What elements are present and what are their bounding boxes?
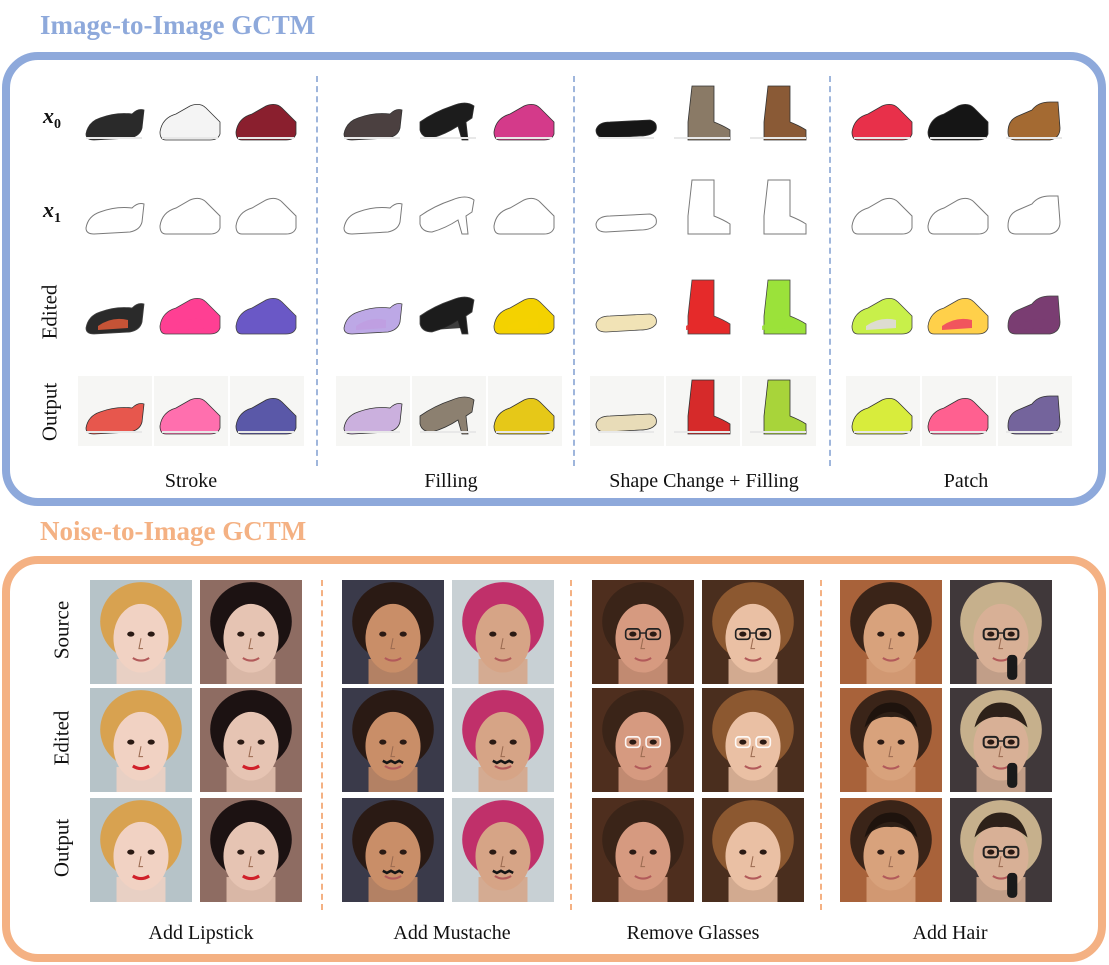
face-thumbnail bbox=[452, 580, 554, 684]
column-divider bbox=[321, 580, 323, 910]
row-label-x1: x1 bbox=[43, 196, 61, 227]
column-label-add-hair: Add Hair bbox=[912, 922, 988, 944]
face-thumbnail bbox=[950, 580, 1052, 684]
shoe-thumbnail bbox=[742, 276, 816, 346]
face-thumbnail bbox=[950, 798, 1052, 902]
face-thumbnail bbox=[592, 580, 694, 684]
face-thumbnail bbox=[342, 798, 444, 902]
shoe-thumbnail bbox=[846, 276, 920, 346]
shoe-thumbnail bbox=[336, 176, 410, 246]
shoe-thumbnail bbox=[336, 276, 410, 346]
shoe-thumbnail bbox=[488, 376, 562, 446]
face-thumbnail bbox=[342, 688, 444, 792]
shoe-thumbnail bbox=[846, 82, 920, 152]
shoe-thumbnail bbox=[846, 176, 920, 246]
column-label-remove-glasses: Remove Glasses bbox=[626, 922, 760, 944]
shoe-thumbnail bbox=[412, 176, 486, 246]
shoe-thumbnail bbox=[336, 376, 410, 446]
image-to-image-panel bbox=[2, 52, 1106, 506]
column-label-patch: Patch bbox=[943, 470, 989, 492]
shoe-thumbnail bbox=[154, 176, 228, 246]
face-thumbnail bbox=[342, 580, 444, 684]
row-label-output: Output bbox=[49, 818, 74, 878]
shoe-thumbnail bbox=[78, 176, 152, 246]
shoe-thumbnail bbox=[230, 176, 304, 246]
face-thumbnail bbox=[452, 798, 554, 902]
face-thumbnail bbox=[452, 688, 554, 792]
shoe-thumbnail bbox=[922, 82, 996, 152]
shoe-thumbnail bbox=[666, 176, 740, 246]
row-label-edited: Edited bbox=[37, 284, 62, 340]
shoe-thumbnail bbox=[742, 376, 816, 446]
shoe-thumbnail bbox=[488, 276, 562, 346]
noise-to-image-title: Noise-to-Image GCTM bbox=[40, 516, 307, 546]
column-label-add-mustache: Add Mustache bbox=[393, 922, 511, 944]
shoe-thumbnail bbox=[998, 276, 1072, 346]
shoe-thumbnail bbox=[590, 176, 664, 246]
shoe-thumbnail bbox=[230, 276, 304, 346]
image-to-image-title: Image-to-Image GCTM bbox=[40, 10, 316, 40]
face-thumbnail bbox=[840, 798, 942, 902]
shoe-thumbnail bbox=[590, 376, 664, 446]
shoe-thumbnail bbox=[998, 82, 1072, 152]
shoe-thumbnail bbox=[998, 176, 1072, 246]
row-label-output: Output bbox=[37, 382, 62, 442]
face-thumbnail bbox=[200, 580, 302, 684]
face-thumbnail bbox=[200, 798, 302, 902]
column-label-shape-change-filling: Shape Change + Filling bbox=[609, 470, 799, 492]
face-thumbnail bbox=[702, 580, 804, 684]
shoe-thumbnail bbox=[488, 82, 562, 152]
shoe-thumbnail bbox=[412, 276, 486, 346]
shoe-thumbnail bbox=[742, 82, 816, 152]
shoe-thumbnail bbox=[590, 82, 664, 152]
shoe-thumbnail bbox=[666, 276, 740, 346]
shoe-thumbnail bbox=[78, 376, 152, 446]
shoe-thumbnail bbox=[230, 376, 304, 446]
shoe-thumbnail bbox=[846, 376, 920, 446]
face-thumbnail bbox=[702, 798, 804, 902]
shoe-thumbnail bbox=[666, 376, 740, 446]
shoe-thumbnail bbox=[922, 176, 996, 246]
face-thumbnail bbox=[90, 798, 192, 902]
shoe-thumbnail bbox=[78, 276, 152, 346]
shoe-thumbnail bbox=[154, 82, 228, 152]
shoe-thumbnail bbox=[154, 276, 228, 346]
shoe-thumbnail bbox=[666, 82, 740, 152]
column-divider bbox=[829, 76, 831, 466]
face-thumbnail bbox=[200, 688, 302, 792]
shoe-thumbnail bbox=[742, 176, 816, 246]
face-thumbnail bbox=[950, 688, 1052, 792]
face-thumbnail bbox=[90, 688, 192, 792]
row-label-x0: x0 bbox=[43, 102, 61, 133]
shoe-thumbnail bbox=[412, 376, 486, 446]
column-divider bbox=[316, 76, 318, 466]
row-label-edited: Edited bbox=[49, 710, 74, 766]
face-thumbnail bbox=[840, 580, 942, 684]
shoe-thumbnail bbox=[998, 376, 1072, 446]
face-thumbnail bbox=[90, 580, 192, 684]
row-label-source: Source bbox=[49, 600, 74, 660]
column-divider bbox=[573, 76, 575, 466]
shoe-thumbnail bbox=[230, 82, 304, 152]
shoe-thumbnail bbox=[78, 82, 152, 152]
column-label-add-lipstick: Add Lipstick bbox=[148, 922, 254, 944]
shoe-thumbnail bbox=[154, 376, 228, 446]
face-thumbnail bbox=[840, 688, 942, 792]
shoe-thumbnail bbox=[590, 276, 664, 346]
face-thumbnail bbox=[592, 688, 694, 792]
shoe-thumbnail bbox=[922, 376, 996, 446]
column-divider bbox=[570, 580, 572, 910]
shoe-thumbnail bbox=[412, 82, 486, 152]
column-label-stroke: Stroke bbox=[164, 470, 218, 492]
shoe-thumbnail bbox=[488, 176, 562, 246]
face-thumbnail bbox=[702, 688, 804, 792]
shoe-thumbnail bbox=[922, 276, 996, 346]
noise-to-image-panel bbox=[2, 556, 1106, 962]
column-label-filling: Filling bbox=[424, 470, 478, 492]
column-divider bbox=[820, 580, 822, 910]
shoe-thumbnail bbox=[336, 82, 410, 152]
face-thumbnail bbox=[592, 798, 694, 902]
